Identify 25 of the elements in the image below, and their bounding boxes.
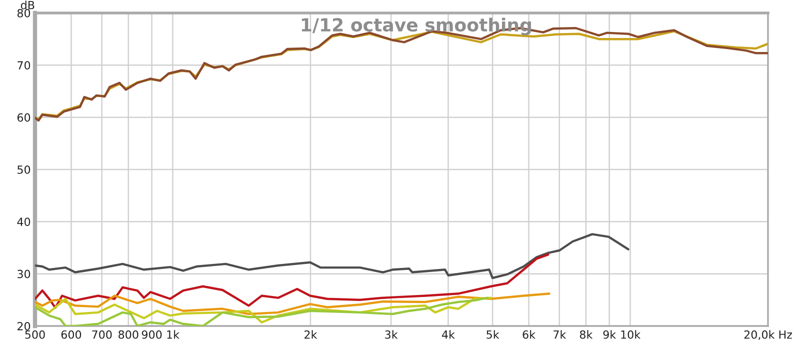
x-tick-label: 700 xyxy=(92,330,112,339)
x-tick-label: 900 xyxy=(142,330,162,339)
x-tick-label: 4k xyxy=(442,330,455,339)
x-tick-label: 7k xyxy=(554,330,566,339)
y-tick-label: 80 xyxy=(17,8,30,18)
x-tick-label: 20,0k Hz xyxy=(744,330,792,340)
y-tick-label: 70 xyxy=(18,61,30,70)
y-tick-label: 20 xyxy=(18,322,30,330)
x-tick-label: 1k xyxy=(167,330,180,339)
x-tick-label: 3k xyxy=(385,330,398,339)
y-axis-title: dB xyxy=(20,0,34,10)
x-tick-label: 600 xyxy=(61,330,82,339)
x-tick-label: 10k xyxy=(621,330,641,339)
y-tick-label: 30 xyxy=(18,270,30,278)
x-tick-label: 800 xyxy=(118,330,138,339)
x-tick-label: 8k xyxy=(580,330,593,339)
x-tick-label: 9k xyxy=(603,330,616,339)
x-tick-label: 5k xyxy=(486,330,500,339)
chart-title: 1/12 octave smoothing xyxy=(302,18,531,36)
x-tick-label: 500 xyxy=(25,330,45,339)
y-tick-label: 60 xyxy=(17,113,30,122)
y-tick-label: 50 xyxy=(18,165,30,174)
x-tick-label: 6k xyxy=(522,330,536,339)
x-tick-label: 2k xyxy=(304,330,318,339)
y-tick-label: 40 xyxy=(17,218,30,226)
